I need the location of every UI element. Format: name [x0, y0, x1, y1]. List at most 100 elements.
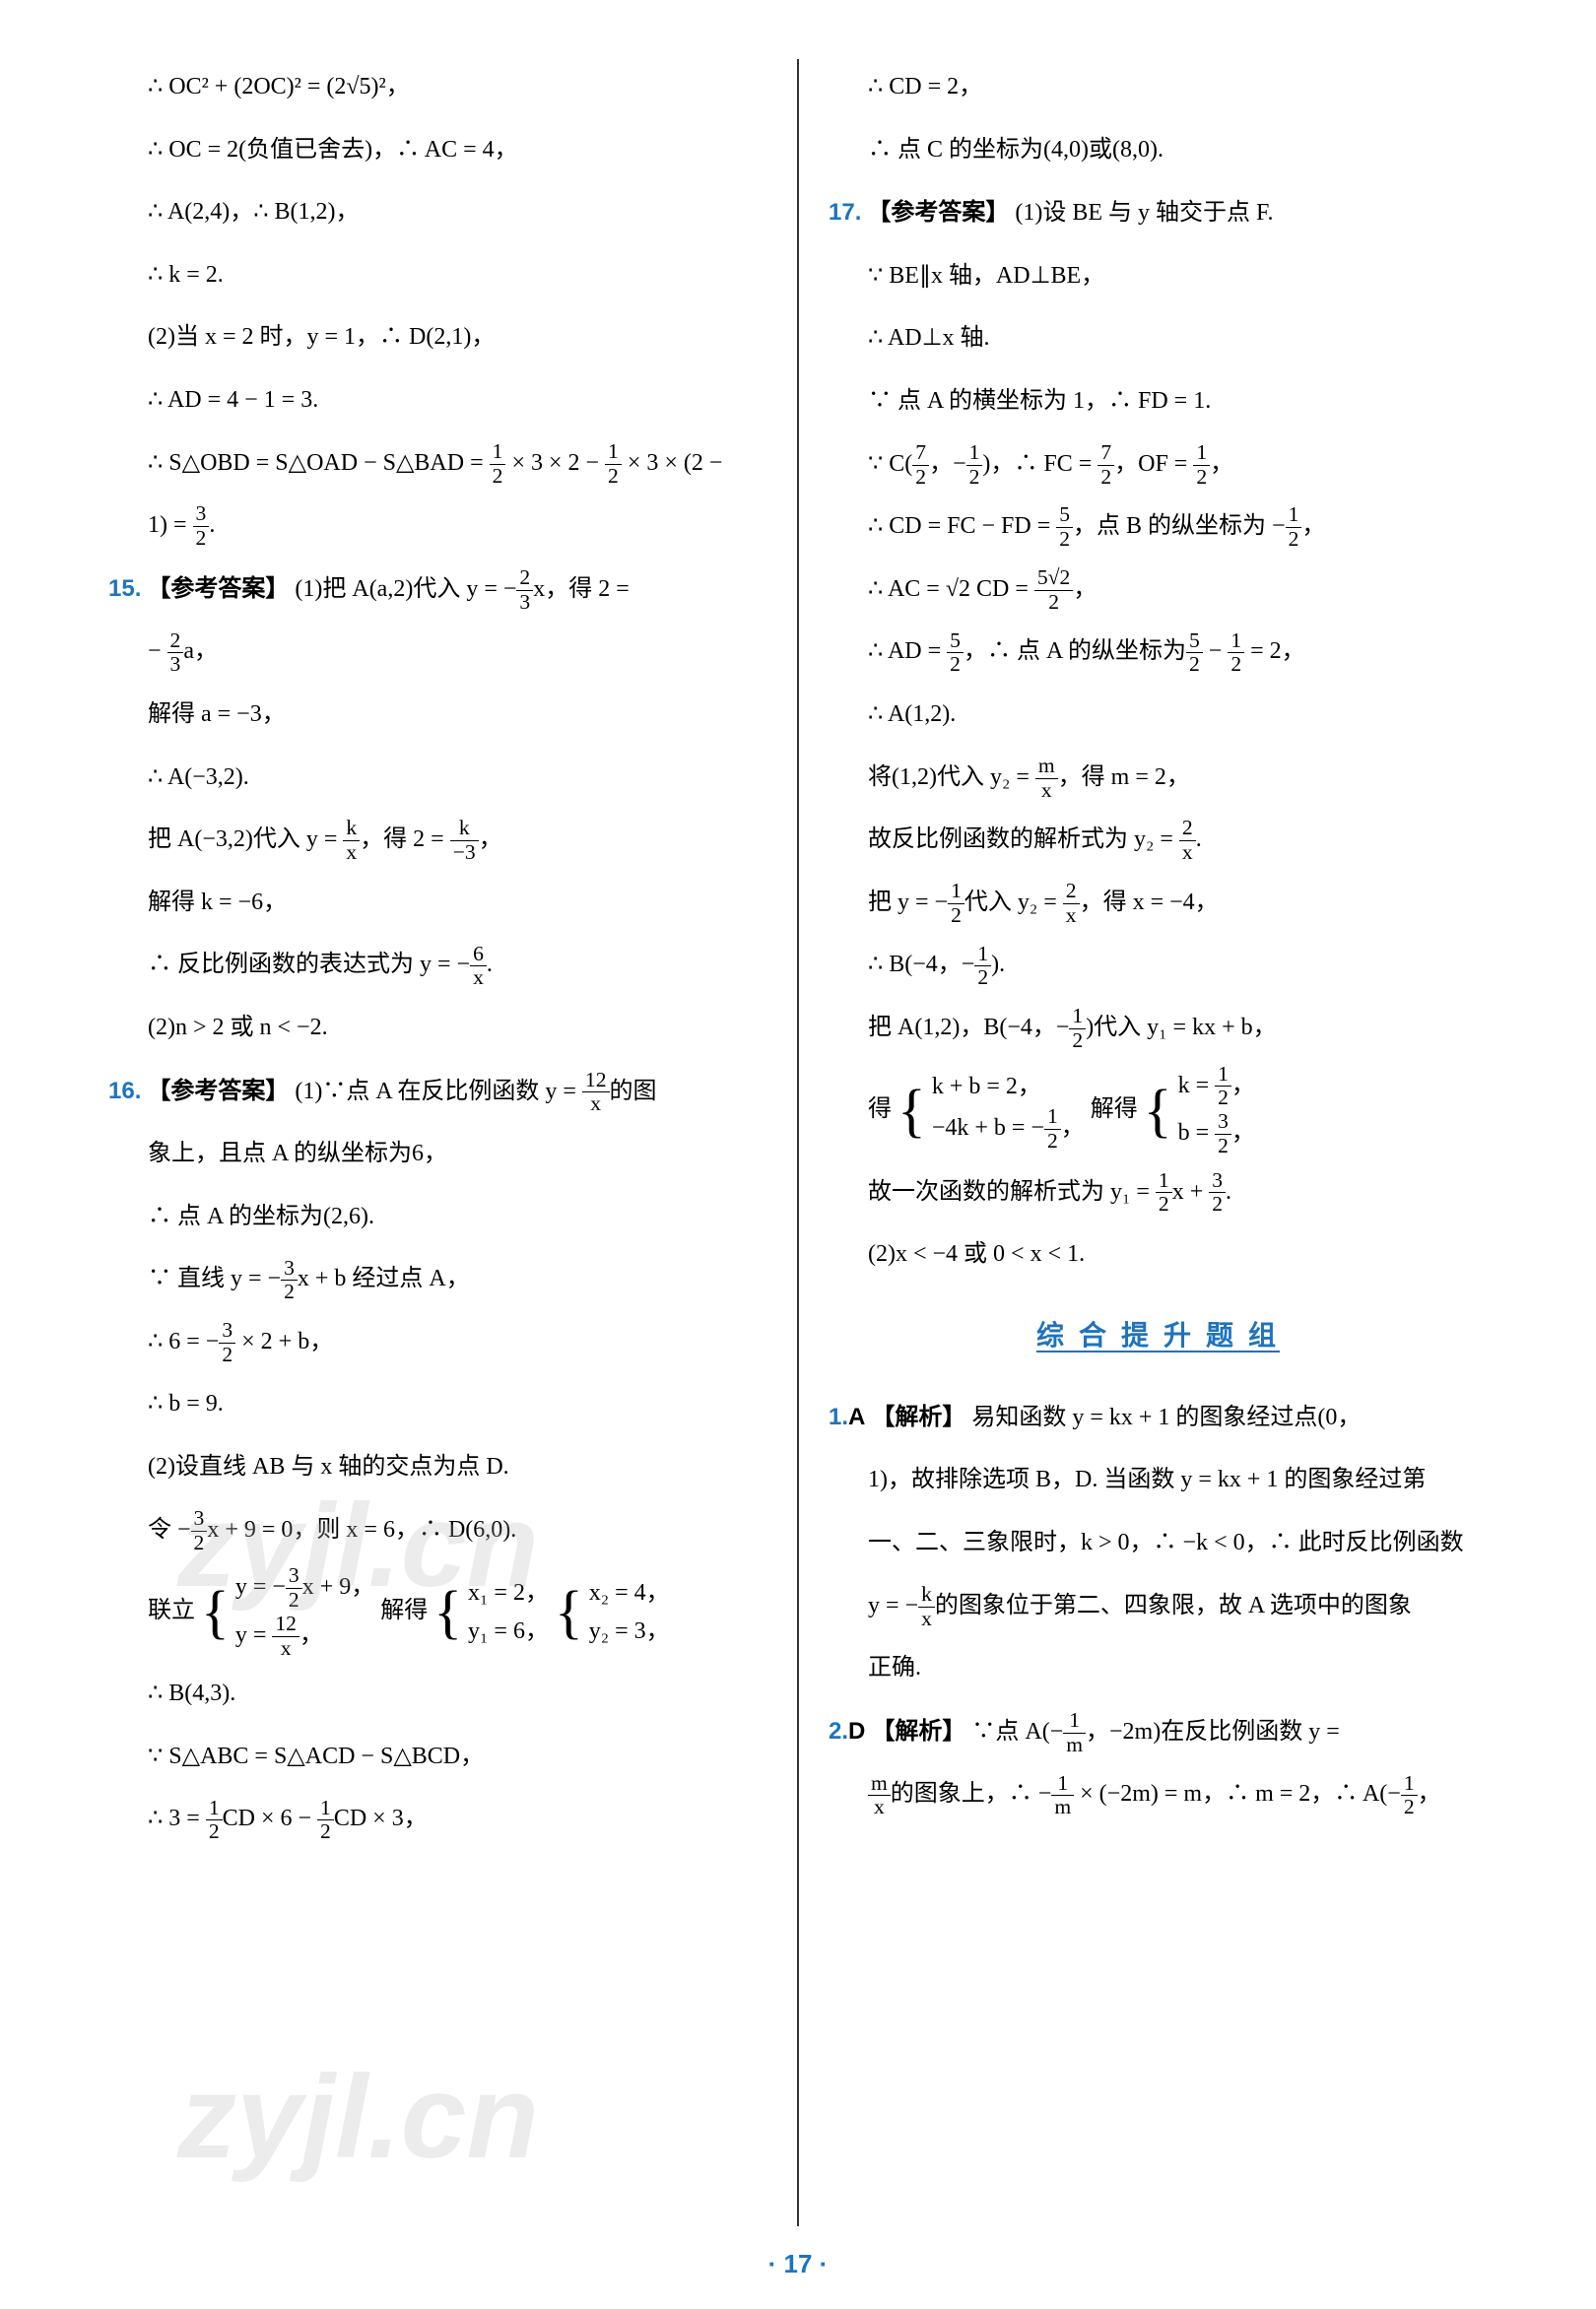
analysis-label: 【解析】: [871, 1719, 965, 1745]
right-column: ∴ CD = 2， ∴ 点 C 的坐标为(4,0)或(8,0). 17. 【参考…: [799, 59, 1517, 2226]
question-number: 17.: [829, 199, 861, 226]
text: y₁ = 6，: [468, 1613, 549, 1650]
text-line: (2)设直线 AB 与 x 轴的交点为点 D.: [108, 1439, 767, 1496]
text: 故一次函数的解析式为 y₁ =: [868, 1179, 1156, 1205]
text: .: [209, 512, 215, 538]
text: ∴ 反比例函数的表达式为 y = −: [148, 952, 470, 977]
text: ，: [479, 826, 502, 852]
text-line: 把 y = −12代入 y₂ = 2x，得 x = −4，: [829, 875, 1488, 932]
question-number: 16.: [108, 1078, 141, 1104]
text: × (−2m) = m，∴ m = 2，∴ A(−: [1074, 1781, 1401, 1807]
text: 令 −: [148, 1517, 191, 1543]
text-line: 解得 k = −6，: [108, 875, 767, 932]
text: 把 A(−3,2)代入 y =: [148, 826, 343, 852]
text: ，: [1210, 451, 1233, 477]
question-number: 1.: [829, 1404, 848, 1430]
text-line: (2)x < −4 或 0 < x < 1.: [829, 1226, 1488, 1284]
text: y = −: [235, 1574, 286, 1600]
text-line: ∴ 3 = 12CD × 6 − 12CD × 3，: [108, 1791, 767, 1848]
text-line: ∴ 6 = −32 × 2 + b，: [108, 1314, 767, 1371]
left-column: ∴ OC² + (2OC)² = (2√5)²， ∴ OC = 2(负值已舍去)…: [79, 59, 797, 2226]
text: .: [1226, 1179, 1231, 1205]
text-line: ∴ AC = √2 CD = 5√22，: [829, 561, 1488, 619]
text: ，得 2 =: [360, 826, 450, 852]
text-line: mx的图象上，∴ −1m × (−2m) = m，∴ m = 2，∴ A(−12…: [829, 1766, 1488, 1823]
text-line: 联立 { y = −32x + 9， y = 12x， 解得 { x₁ = 2，…: [108, 1564, 767, 1660]
text: ，点 B 的纵坐标为 −: [1073, 513, 1286, 539]
text: )，∴ FC =: [982, 451, 1097, 477]
question-16: 16. 【参考答案】 (1)∵点 A 在反比例函数 y = 12x的图: [108, 1063, 767, 1121]
text-line: 解得 a = −3，: [108, 687, 767, 744]
page-content: ∴ OC² + (2OC)² = (2√5)²， ∴ OC = 2(负值已舍去)…: [79, 59, 1517, 2226]
text: × 3 × (2 −: [622, 450, 723, 476]
text-line: ∴ A(−3,2).: [108, 750, 767, 807]
text: 解得: [380, 1598, 428, 1623]
text: y = −: [868, 1593, 918, 1618]
text: ∴ 3 =: [148, 1806, 206, 1831]
text: = 2，: [1244, 638, 1305, 664]
text-line: ∴ CD = 2，: [829, 59, 1488, 116]
text: −4k + b = −: [932, 1115, 1044, 1141]
question-17: 17. 【参考答案】 (1)设 BE 与 y 轴交于点 F.: [829, 184, 1488, 242]
text: 的图: [610, 1079, 657, 1104]
text: ).: [991, 952, 1005, 977]
text: 联立: [148, 1598, 195, 1623]
text-line: ∴ 反比例函数的表达式为 y = −6x.: [108, 937, 767, 994]
problem-2: 2.D 【解析】 ∵点 A(−1m，−2m)在反比例函数 y =: [829, 1703, 1488, 1761]
text-line: ∴ B(−4，−12).: [829, 937, 1488, 994]
answer-letter: A: [848, 1404, 865, 1430]
question-15: 15. 【参考答案】 (1)把 A(a,2)代入 y = −23x，得 2 =: [108, 561, 767, 619]
question-number: 2.: [829, 1718, 848, 1745]
text: CD × 3，: [334, 1806, 428, 1831]
text: ∵ 直线 y = −: [148, 1266, 281, 1291]
text: )代入 y₁ = kx + b，: [1086, 1015, 1276, 1040]
text: ，: [1073, 576, 1097, 602]
text-line: y = −kx的图象位于第二、四象限，故 A 选项中的图象: [829, 1578, 1488, 1635]
text: CD × 6 −: [223, 1806, 317, 1831]
text: −: [148, 638, 167, 664]
text-line: 一、二、三象限时，k > 0，∴ −k < 0，∴ 此时反比例函数: [829, 1515, 1488, 1572]
text: ∴ S△OBD = S△OAD − S△BAD =: [148, 450, 490, 476]
text: ∴ AD =: [868, 638, 947, 664]
text-line: (2)n > 2 或 n < −2.: [108, 1000, 767, 1057]
text-line: ∴ 点 A 的坐标为(2,6).: [108, 1189, 767, 1246]
text: 解得: [1091, 1096, 1138, 1122]
text-line: 把 A(1,2)，B(−4，−12)代入 y₁ = kx + b，: [829, 1000, 1488, 1057]
text: a，: [183, 638, 218, 664]
text: k + b = 2，: [932, 1068, 1085, 1105]
text: −: [1203, 638, 1229, 664]
text: × 2 + b，: [235, 1329, 333, 1354]
text: (1)设 BE 与 y 轴交于点 F.: [1015, 200, 1273, 226]
text-line: − 23a，: [108, 624, 767, 681]
text: x + b 经过点 A，: [298, 1266, 470, 1291]
text: ，−: [929, 451, 966, 477]
text-line: 故一次函数的解析式为 y₁ = 12x + 32.: [829, 1164, 1488, 1221]
text: ，: [1231, 1072, 1255, 1097]
text: y =: [235, 1622, 273, 1648]
page-number: · 17 ·: [768, 2249, 829, 2279]
text: 的图象位于第二、四象限，故 A 选项中的图象: [935, 1593, 1412, 1618]
text: ，得 x = −4，: [1080, 890, 1219, 915]
text-line: 正确.: [829, 1640, 1488, 1697]
text: x₁ = 2，: [468, 1574, 549, 1612]
analysis-label: 【解析】: [871, 1405, 965, 1430]
text: (1)∵点 A 在反比例函数 y =: [295, 1079, 582, 1104]
text-line: 把 A(−3,2)代入 y = kx，得 2 = k−3，: [108, 812, 767, 869]
text: ∵ C(: [868, 451, 912, 477]
text: 故反比例函数的解析式为 y₂ =: [868, 826, 1179, 852]
text: 将(1,2)代入 y₂ =: [868, 764, 1035, 790]
text: y₂ = 3，: [589, 1613, 670, 1650]
text-line: ∴ S△OBD = S△OAD − S△BAD = 12 × 3 × 2 − 1…: [108, 435, 767, 493]
text: x，得 2 =: [533, 576, 630, 602]
text: ，OF =: [1114, 451, 1193, 477]
text: ，−2m)在反比例函数 y =: [1086, 1719, 1340, 1745]
text-line: ∴ CD = FC − FD = 52，点 B 的纵坐标为 −12，: [829, 498, 1488, 556]
text: 代入 y₂ =: [964, 890, 1063, 915]
question-number: 15.: [108, 575, 141, 602]
text-line: ∵ S△ABC = S△ACD − S△BCD，: [108, 1729, 767, 1786]
text-line: ∴ 点 C 的坐标为(4,0)或(8,0).: [829, 122, 1488, 179]
answer-label: 【参考答案】: [147, 576, 289, 602]
text-line: 令 −32x + 9 = 0，则 x = 6，∴ D(6,0).: [108, 1502, 767, 1559]
text: .: [1196, 826, 1202, 852]
text: ∴ AC = √2 CD =: [868, 576, 1034, 602]
